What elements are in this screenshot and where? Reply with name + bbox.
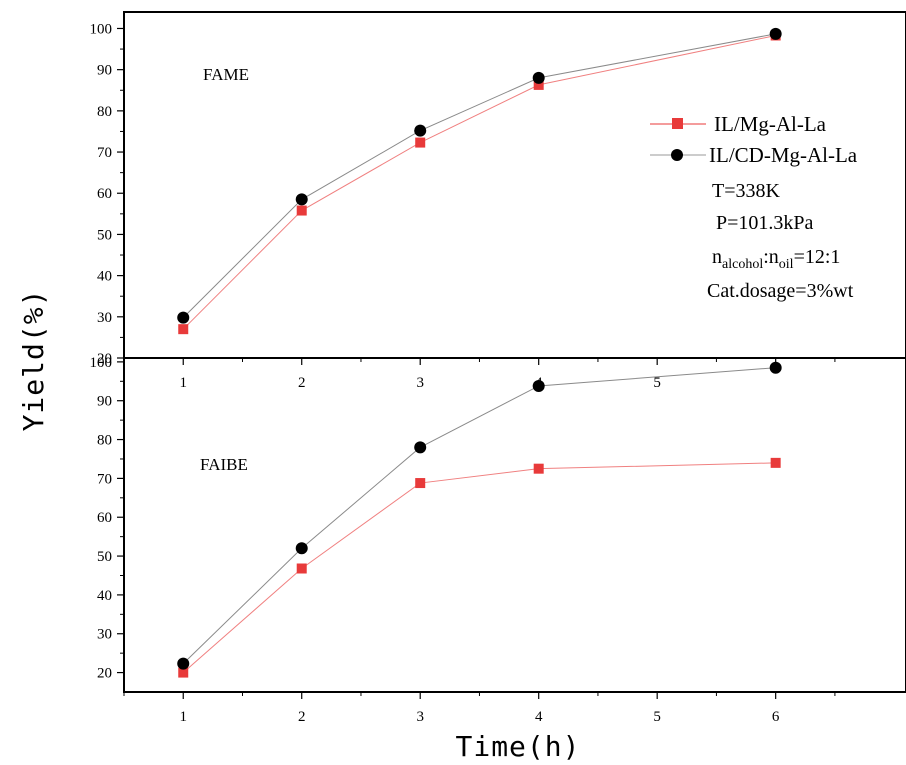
y-tick-label: 30 xyxy=(97,627,112,643)
x-tick-label: 6 xyxy=(772,709,780,725)
y-tick-label: 70 xyxy=(97,145,112,161)
ratio-sub-alcohol: alcohol xyxy=(722,257,763,272)
x-tick-label: 2 xyxy=(298,709,306,725)
ratio-sub-oil: oil xyxy=(779,257,794,272)
legend: IL/Mg-Al-La IL/CD-Mg-Al-La T=338K P=101.… xyxy=(650,112,858,302)
panel-label-faibe: FAIBE xyxy=(200,455,248,474)
data-point-square xyxy=(296,563,307,574)
condition-temperature: T=338K xyxy=(712,180,780,202)
y-tick-label: 100 xyxy=(90,355,113,371)
panel-label-fame: FAME xyxy=(203,65,249,84)
data-point-circle xyxy=(295,542,308,555)
y-tick-label: 50 xyxy=(97,549,112,565)
ratio-n2: :n xyxy=(763,246,779,268)
y-tick-label: 100 xyxy=(90,21,113,37)
data-point-circle xyxy=(177,311,190,324)
series-line-2 xyxy=(182,367,776,665)
y-tick-label: 90 xyxy=(97,63,112,79)
x-tick-label: 3 xyxy=(416,375,424,391)
legend-label-series-2: IL/CD-Mg-Al-La xyxy=(709,143,858,167)
data-point-square xyxy=(533,463,544,474)
data-point-square xyxy=(178,324,189,335)
legend-label-series-1: IL/Mg-Al-La xyxy=(714,112,827,136)
data-point-circle xyxy=(414,441,427,454)
data-point-circle xyxy=(177,657,190,670)
x-tick-label: 2 xyxy=(298,375,306,391)
condition-dosage: Cat.dosage=3%wt xyxy=(707,280,854,302)
y-tick-label: 30 xyxy=(97,310,112,326)
data-point-square xyxy=(533,79,544,90)
data-point-circle xyxy=(414,124,427,137)
data-point-square xyxy=(178,667,189,678)
data-point-circle xyxy=(295,193,308,206)
data-point-circle xyxy=(769,27,782,40)
y-tick-label: 20 xyxy=(97,351,112,367)
y-tick-label: 80 xyxy=(97,433,112,449)
data-point-square xyxy=(415,137,426,148)
y-tick-label: 40 xyxy=(97,269,112,285)
data-point-square xyxy=(415,478,426,489)
series-line-1 xyxy=(182,462,776,673)
y-tick-label: 90 xyxy=(97,394,112,410)
ticks: 20 30 40 50 60 70 80 90 100 1 2 3 4 5 20 30 40 50 60 70 80 90… xyxy=(90,21,836,725)
y-tick-label: 80 xyxy=(97,104,112,120)
y-tick-label: 50 xyxy=(97,227,112,243)
x-tick-label: 3 xyxy=(416,709,424,725)
x-tick-label: 1 xyxy=(179,709,187,725)
condition-pressure: P=101.3kPa xyxy=(716,212,814,234)
y-tick-label: 70 xyxy=(97,471,112,487)
x-axis-title: Time(h) xyxy=(455,730,580,760)
top-panel-frame xyxy=(123,11,906,359)
y-tick-label: 40 xyxy=(97,588,112,604)
x-tick-label: 4 xyxy=(535,709,543,725)
series-line-2 xyxy=(182,33,776,318)
x-tick-label: 5 xyxy=(653,709,661,725)
data-point-circle xyxy=(769,361,782,374)
plot-area xyxy=(177,27,782,678)
data-point-circle xyxy=(532,71,545,84)
x-tick-label: 1 xyxy=(179,375,187,391)
y-tick-label: 60 xyxy=(97,510,112,526)
y-tick-label: 60 xyxy=(97,186,112,202)
axes-frames xyxy=(123,11,906,693)
series-line-1 xyxy=(182,34,776,330)
data-point-square xyxy=(770,457,781,468)
bottom-panel-frame xyxy=(123,357,906,693)
data-point-circle xyxy=(532,379,545,392)
ratio-value: =12:1 xyxy=(794,246,841,268)
ratio-n1: n xyxy=(712,246,722,268)
legend-marker-circle xyxy=(671,149,683,161)
condition-molar-ratio: nalcohol:noil=12:1 xyxy=(712,246,840,272)
y-axis-title: Yield(%) xyxy=(17,289,50,432)
x-tick-label: 5 xyxy=(653,375,661,391)
data-point-square xyxy=(296,205,307,216)
y-tick-label: 20 xyxy=(97,666,112,682)
legend-marker-square xyxy=(672,118,683,129)
